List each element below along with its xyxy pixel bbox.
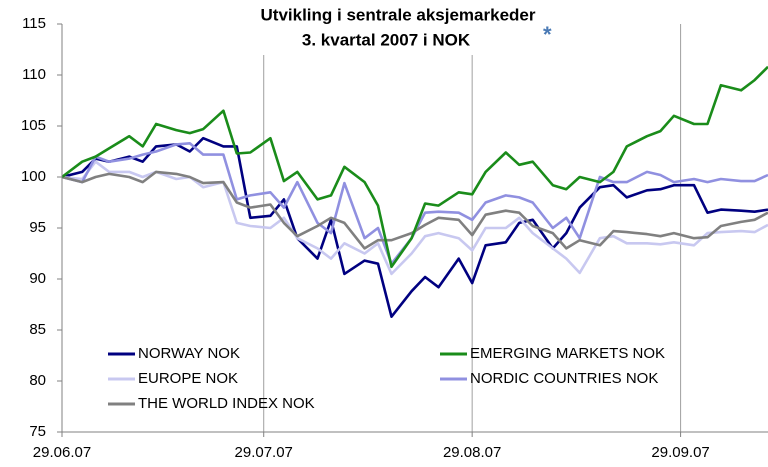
y-tick-label: 105 bbox=[21, 117, 46, 134]
y-tick-label: 75 bbox=[29, 423, 46, 440]
x-tick-label: 29.08.07 bbox=[443, 444, 501, 461]
x-tick-label: 29.06.07 bbox=[33, 444, 91, 461]
legend-label: EMERGING MARKETS NOK bbox=[470, 345, 665, 362]
series-line bbox=[62, 65, 768, 269]
y-tick-label: 80 bbox=[29, 372, 46, 389]
x-tick-label: 29.07.07 bbox=[235, 444, 293, 461]
title-background bbox=[198, 3, 612, 55]
y-tick-label: 100 bbox=[21, 168, 46, 185]
y-tick-label: 110 bbox=[22, 66, 46, 83]
y-tick-label: 90 bbox=[29, 270, 46, 287]
axes: 75 80 85 90 95 100 105 110 115 29.06.07 29.07.07 29… bbox=[21, 15, 768, 461]
legend-label: NORWAY NOK bbox=[138, 345, 240, 362]
legend-label: NORDIC COUNTRIES NOK bbox=[470, 370, 658, 387]
series-line bbox=[62, 160, 768, 276]
y-tick-label: 95 bbox=[29, 219, 46, 236]
legend: NORWAY NOK EMERGING MARKETS NOK EUROPE NOK… bbox=[108, 345, 665, 412]
series-line bbox=[62, 136, 768, 318]
series-line bbox=[62, 142, 768, 265]
lines bbox=[62, 65, 768, 318]
title-annotation: * bbox=[543, 22, 552, 47]
x-tick-label: 29.09.07 bbox=[651, 444, 709, 461]
series-line bbox=[62, 170, 768, 250]
y-tick-label: 115 bbox=[22, 15, 46, 32]
chart-title: Utvikling i sentrale aksjemarkeder bbox=[261, 5, 536, 24]
legend-label: THE WORLD INDEX NOK bbox=[138, 395, 315, 412]
legend-label: EUROPE NOK bbox=[138, 370, 238, 387]
y-tick-label: 85 bbox=[29, 321, 46, 338]
chart-title: 3. kvartal 2007 i NOK bbox=[302, 30, 471, 49]
